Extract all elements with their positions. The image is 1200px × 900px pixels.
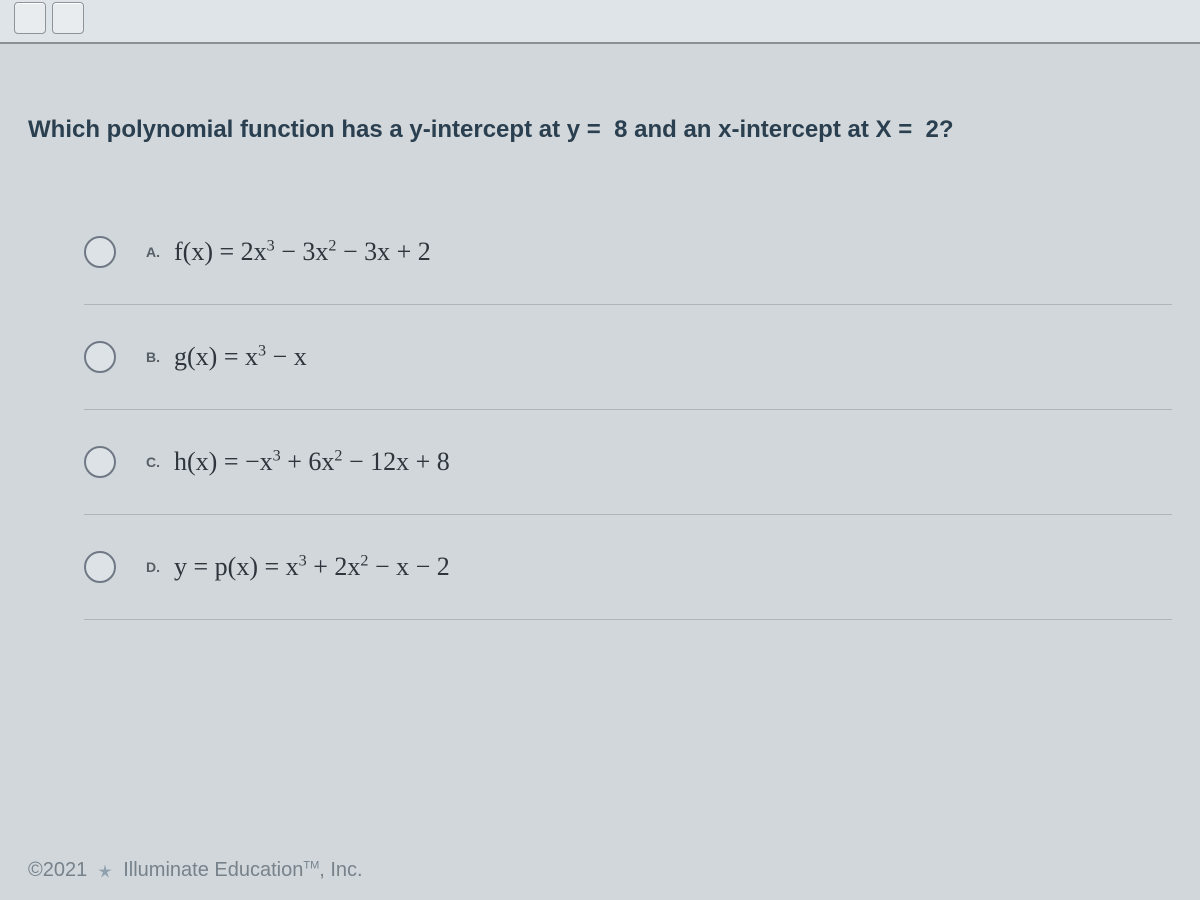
option-expression: f(x) = 2x3 − 3x2 − 3x + 2 <box>174 237 431 267</box>
question-panel: Which polynomial function has a y-interc… <box>0 44 1200 900</box>
copyright-text: ©2021 <box>28 859 87 882</box>
brand-icon <box>97 863 113 879</box>
option-letter: C. <box>146 454 174 470</box>
radio-b[interactable] <box>84 341 116 373</box>
option-letter: D. <box>146 559 174 575</box>
option-d[interactable]: D. y = p(x) = x3 + 2x2 − x − 2 <box>84 515 1172 620</box>
option-b[interactable]: B. g(x) = x3 − x <box>84 305 1172 410</box>
footer: ©2021 Illuminate EducationTM, Inc. <box>28 859 363 882</box>
radio-a[interactable] <box>84 236 116 268</box>
option-c[interactable]: C. h(x) = −x3 + 6x2 − 12x + 8 <box>84 410 1172 515</box>
option-expression: g(x) = x3 − x <box>174 342 307 372</box>
option-letter: B. <box>146 349 174 365</box>
option-expression: h(x) = −x3 + 6x2 − 12x + 8 <box>174 447 450 477</box>
question-text: Which polynomial function has a y-interc… <box>28 116 1172 144</box>
option-list: A. f(x) = 2x3 − 3x2 − 3x + 2 B. g(x) = x… <box>84 200 1172 620</box>
toolbar-icon-1[interactable] <box>14 2 46 34</box>
option-expression: y = p(x) = x3 + 2x2 − x − 2 <box>174 552 450 582</box>
toolbar-icons <box>14 2 84 34</box>
radio-d[interactable] <box>84 551 116 583</box>
brand-text: Illuminate EducationTM, Inc. <box>123 859 362 882</box>
radio-c[interactable] <box>84 446 116 478</box>
screenshot-root: Which polynomial function has a y-interc… <box>0 0 1200 900</box>
toolbar <box>0 0 1200 44</box>
option-letter: A. <box>146 244 174 260</box>
option-a[interactable]: A. f(x) = 2x3 − 3x2 − 3x + 2 <box>84 200 1172 305</box>
toolbar-icon-2[interactable] <box>52 2 84 34</box>
